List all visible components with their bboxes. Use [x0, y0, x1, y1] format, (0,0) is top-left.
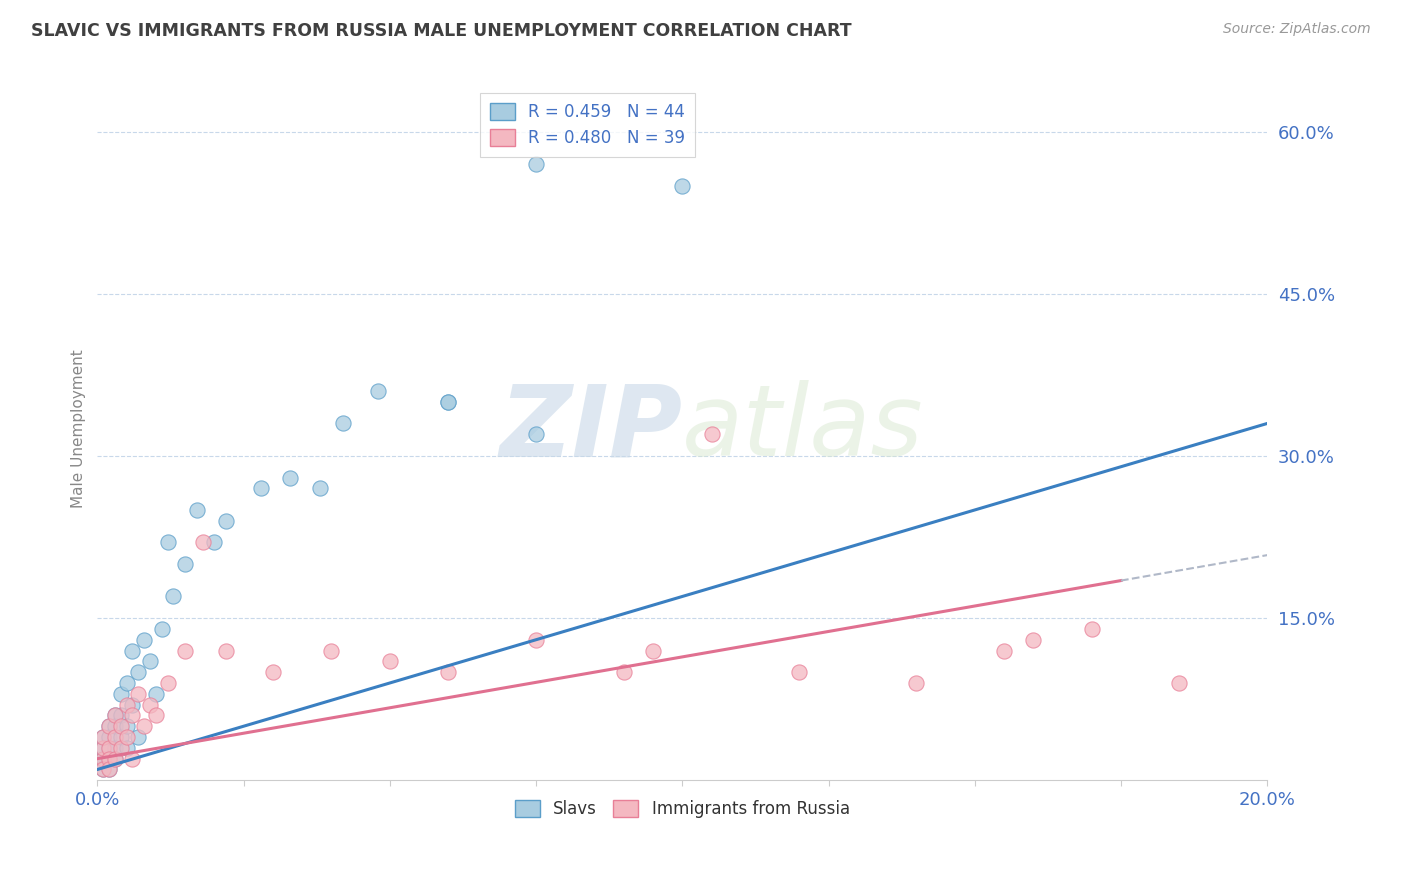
Point	[787, 665, 810, 680]
Point	[91, 740, 114, 755]
Point	[524, 157, 547, 171]
Point	[121, 708, 143, 723]
Point	[700, 427, 723, 442]
Point	[104, 708, 127, 723]
Point	[332, 417, 354, 431]
Point	[215, 643, 238, 657]
Point	[367, 384, 389, 398]
Point	[91, 730, 114, 744]
Point	[215, 514, 238, 528]
Point	[104, 708, 127, 723]
Point	[98, 752, 121, 766]
Point	[121, 752, 143, 766]
Point	[91, 752, 114, 766]
Point	[115, 740, 138, 755]
Point	[98, 719, 121, 733]
Point	[150, 622, 173, 636]
Point	[378, 654, 401, 668]
Point	[1080, 622, 1102, 636]
Point	[115, 719, 138, 733]
Point	[437, 394, 460, 409]
Point	[115, 730, 138, 744]
Point	[98, 752, 121, 766]
Point	[174, 557, 197, 571]
Point	[162, 590, 184, 604]
Point	[321, 643, 343, 657]
Point	[98, 763, 121, 777]
Point	[641, 643, 664, 657]
Point	[127, 730, 149, 744]
Point	[156, 676, 179, 690]
Point	[1022, 632, 1045, 647]
Point	[98, 740, 121, 755]
Point	[905, 676, 928, 690]
Y-axis label: Male Unemployment: Male Unemployment	[72, 350, 86, 508]
Point	[139, 654, 162, 668]
Point	[121, 698, 143, 712]
Point	[104, 740, 127, 755]
Point	[1168, 676, 1191, 690]
Point	[145, 687, 167, 701]
Point	[104, 719, 127, 733]
Point	[110, 719, 132, 733]
Point	[202, 535, 225, 549]
Legend: Slavs, Immigrants from Russia: Slavs, Immigrants from Russia	[508, 793, 856, 825]
Point	[437, 665, 460, 680]
Point	[308, 481, 330, 495]
Point	[115, 698, 138, 712]
Point	[115, 676, 138, 690]
Text: atlas: atlas	[682, 380, 924, 477]
Point	[104, 730, 127, 744]
Point	[145, 708, 167, 723]
Point	[91, 752, 114, 766]
Point	[156, 535, 179, 549]
Point	[110, 730, 132, 744]
Point	[134, 632, 156, 647]
Point	[91, 752, 114, 766]
Point	[98, 730, 121, 744]
Point	[127, 687, 149, 701]
Point	[104, 752, 127, 766]
Point	[262, 665, 284, 680]
Text: SLAVIC VS IMMIGRANTS FROM RUSSIA MALE UNEMPLOYMENT CORRELATION CHART: SLAVIC VS IMMIGRANTS FROM RUSSIA MALE UN…	[31, 22, 852, 40]
Point	[110, 687, 132, 701]
Point	[91, 763, 114, 777]
Point	[524, 427, 547, 442]
Point	[437, 394, 460, 409]
Point	[524, 632, 547, 647]
Text: Source: ZipAtlas.com: Source: ZipAtlas.com	[1223, 22, 1371, 37]
Text: ZIP: ZIP	[499, 380, 682, 477]
Point	[139, 698, 162, 712]
Point	[127, 665, 149, 680]
Point	[110, 708, 132, 723]
Point	[98, 740, 121, 755]
Point	[98, 763, 121, 777]
Point	[91, 730, 114, 744]
Point	[91, 740, 114, 755]
Point	[671, 178, 693, 193]
Point	[191, 535, 214, 549]
Point	[91, 763, 114, 777]
Point	[134, 719, 156, 733]
Point	[104, 752, 127, 766]
Point	[993, 643, 1015, 657]
Point	[613, 665, 636, 680]
Point	[98, 719, 121, 733]
Point	[121, 643, 143, 657]
Point	[250, 481, 273, 495]
Point	[280, 470, 302, 484]
Point	[110, 740, 132, 755]
Point	[174, 643, 197, 657]
Point	[186, 503, 208, 517]
